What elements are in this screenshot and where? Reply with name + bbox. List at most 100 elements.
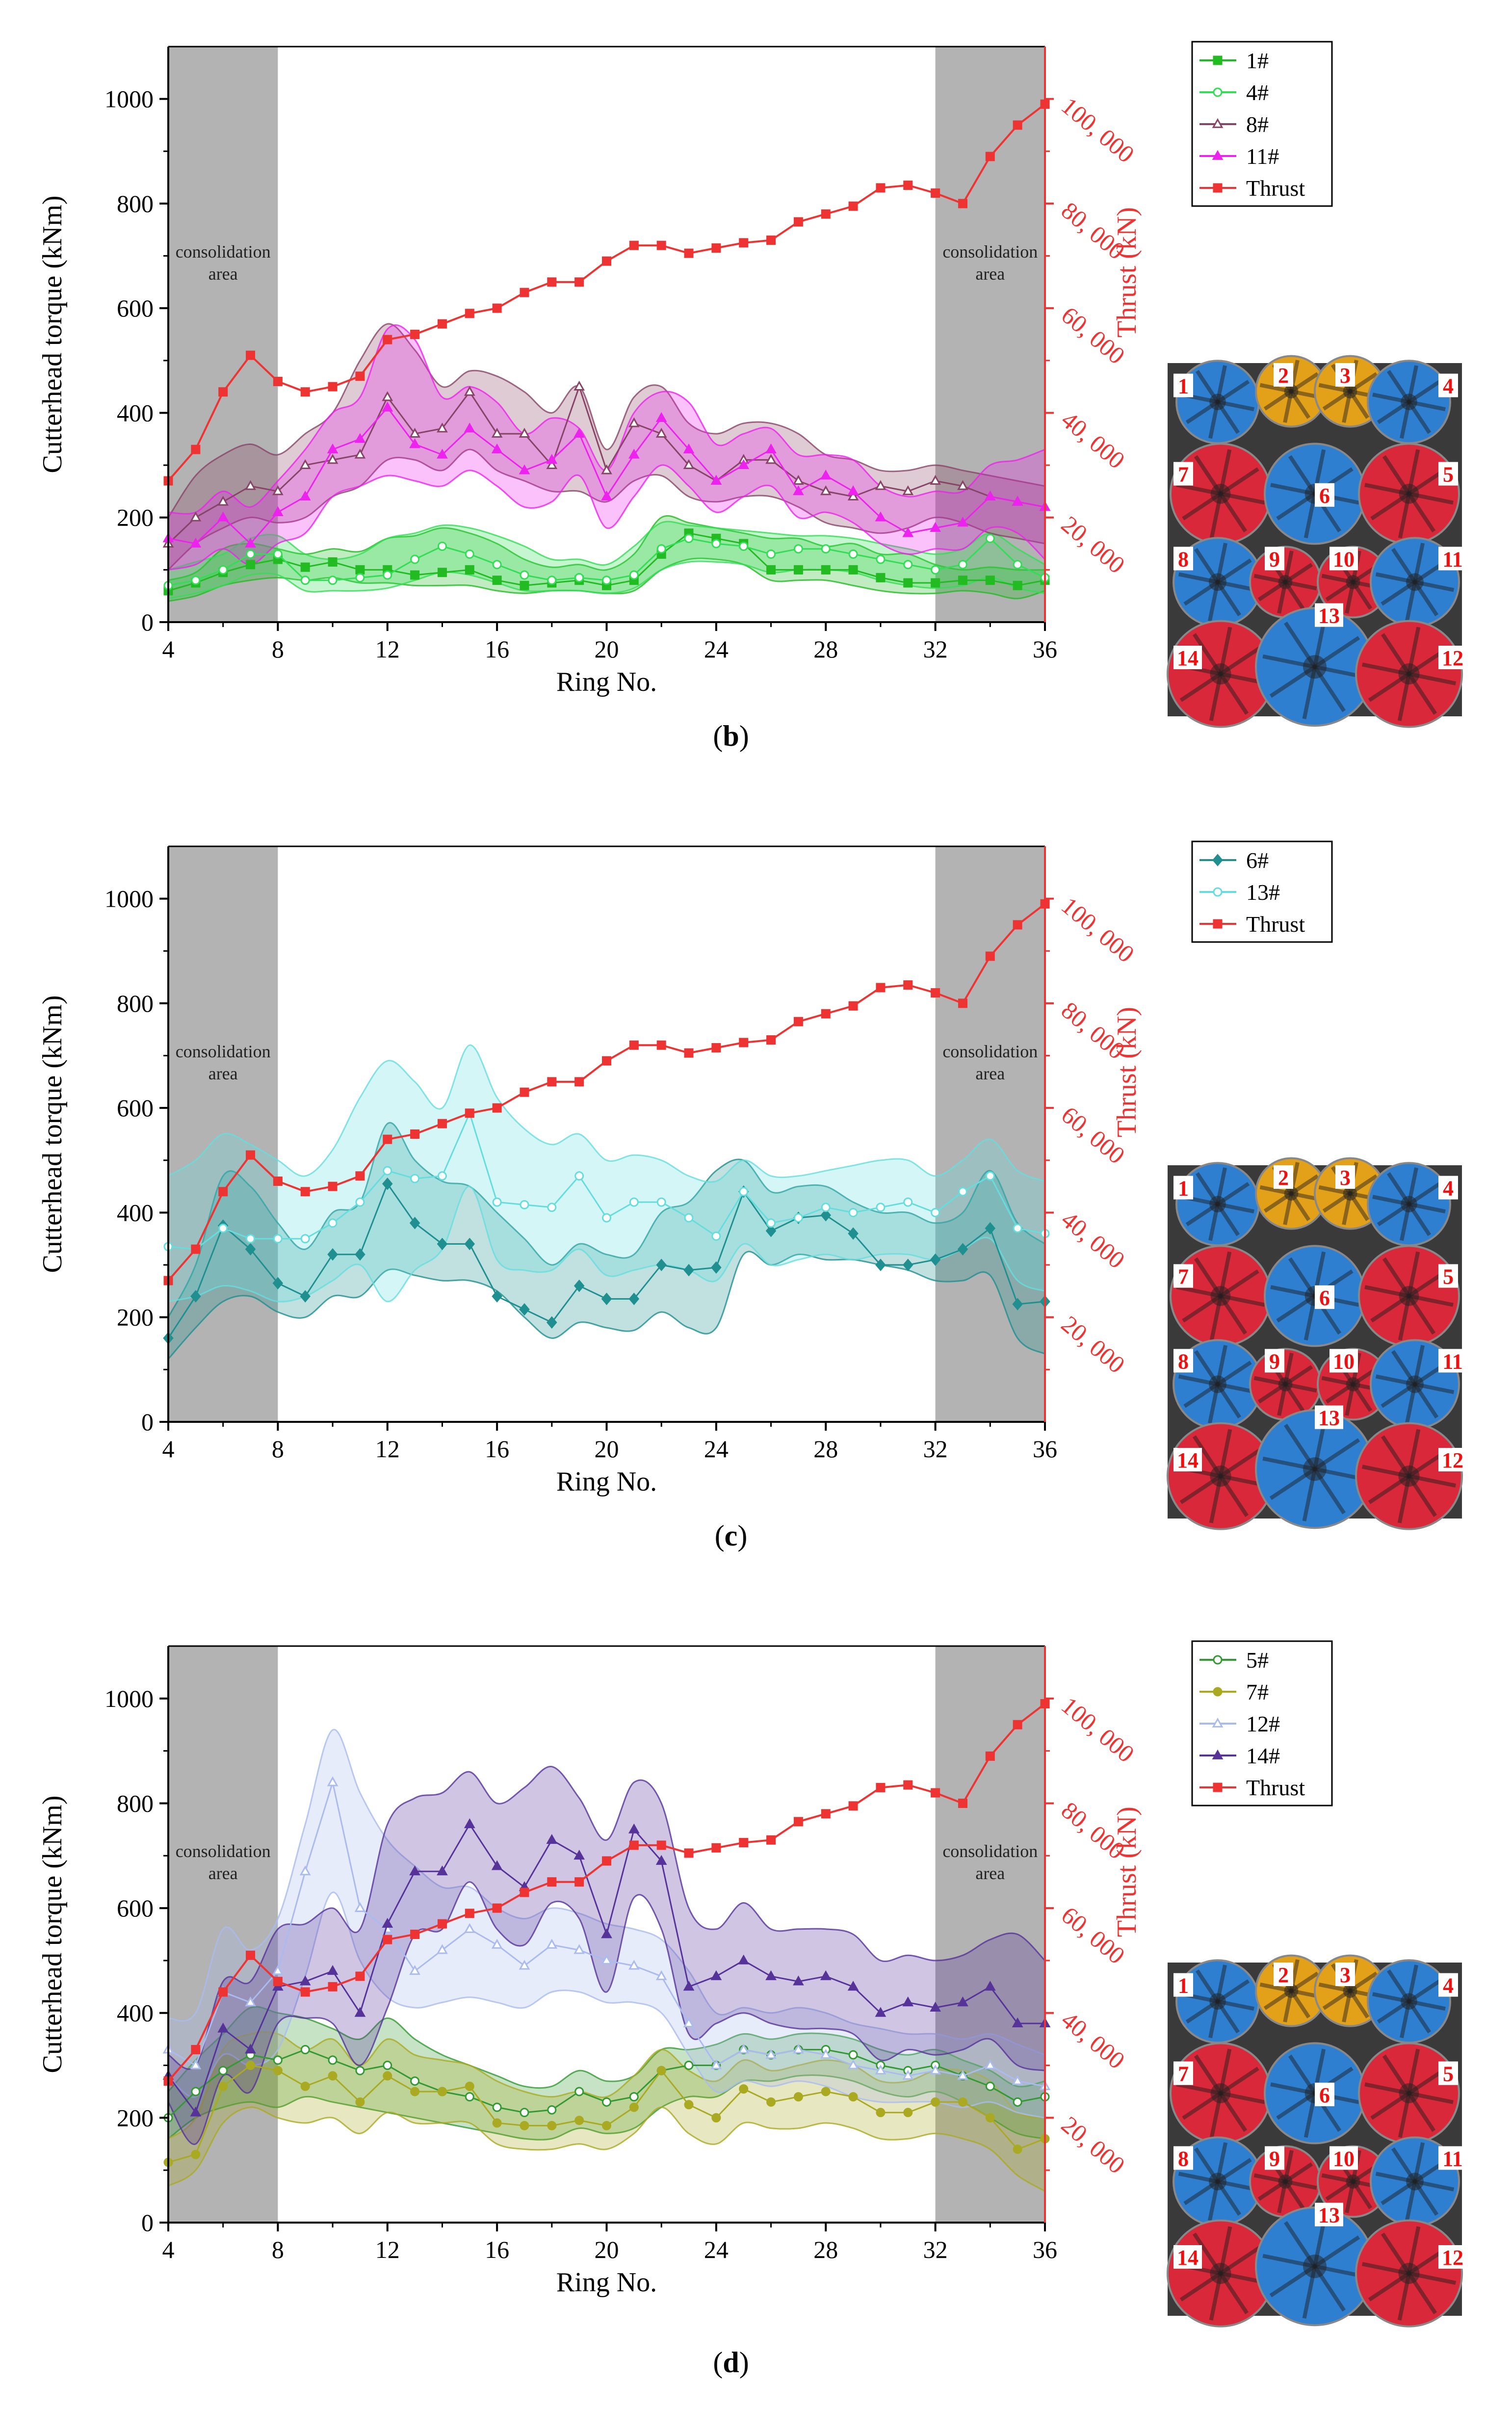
x-tick-label: 16: [485, 2236, 509, 2263]
data-point: [629, 1040, 639, 1050]
cutter-label-bg: [1315, 483, 1334, 507]
data-point: [246, 350, 256, 360]
data-point: [547, 277, 557, 287]
cutter-label: 2: [1278, 1963, 1289, 1987]
consolidation-label: area: [209, 264, 238, 284]
data-point: [875, 1258, 886, 1271]
cutter-label: 13: [1318, 604, 1340, 628]
x-tick-label: 16: [485, 1435, 509, 1463]
data-point: [355, 573, 365, 582]
data-point: [820, 485, 832, 496]
series-Thrust: [163, 1699, 1050, 2086]
data-point: [191, 2149, 201, 2159]
data-point: [574, 573, 584, 582]
data-point: [931, 188, 940, 198]
data-point: [958, 576, 967, 585]
data-point: [739, 1038, 749, 1048]
data-point: [711, 1843, 721, 1853]
data-point: [766, 549, 776, 559]
data-point: [410, 2087, 420, 2096]
x-tick-label: 36: [1033, 1435, 1057, 1463]
data-point: [273, 2066, 283, 2075]
data-point: [299, 1975, 311, 1986]
y2-axis-title: Thrust (kN): [1112, 207, 1142, 338]
legend-label: 11#: [1246, 144, 1279, 169]
y-tick-label: 400: [117, 1199, 154, 1226]
data-point: [628, 1292, 640, 1306]
y-tick-label: 400: [117, 1999, 154, 2027]
data-point: [574, 1944, 585, 1954]
data-point: [601, 464, 612, 474]
data-point: [492, 576, 502, 585]
data-point: [1013, 580, 1022, 590]
data-point: [985, 1171, 995, 1181]
data-point: [931, 578, 940, 588]
legend: 1# 4# 8# 11# Thrust: [1191, 41, 1333, 207]
data-point: [355, 1971, 365, 1981]
cutter-label-bg: [1274, 1165, 1293, 1189]
data-point: [491, 1938, 503, 1949]
data-point: [437, 568, 447, 577]
data-point: [191, 576, 201, 585]
data-point: [711, 539, 721, 549]
data-point: [738, 1954, 750, 1965]
cutter-hub: [1343, 1984, 1357, 1998]
data-point: [437, 1237, 448, 1251]
band-1: [167, 515, 1046, 602]
x-tick-label: 8: [272, 635, 284, 663]
data-point: [273, 1176, 283, 1186]
y-tick-label: 800: [117, 190, 154, 217]
cutter-hub: [1278, 1377, 1293, 1391]
y-tick-label: 400: [117, 399, 154, 426]
x-tick-label: 28: [813, 2236, 838, 2263]
cutter-label: 5: [1443, 463, 1454, 487]
data-point: [629, 2102, 639, 2112]
data-point: [327, 1965, 339, 1975]
x-tick-label: 8: [272, 1435, 284, 1463]
legend-label: Thrust: [1246, 1775, 1305, 1800]
data-point: [246, 1150, 256, 1160]
data-point: [711, 2113, 721, 2122]
data-point: [437, 2087, 447, 2096]
cutter-label-bg: [1265, 2146, 1284, 2170]
y-axis-title: Cutterhead torque (kNm): [37, 995, 68, 1273]
data-point: [437, 1944, 448, 1954]
series-11: [162, 401, 1051, 548]
data-point: [602, 1056, 611, 1066]
data-point: [821, 1203, 831, 1212]
data-point: [273, 376, 283, 386]
data-point: [299, 1865, 311, 1876]
data-point: [217, 511, 229, 522]
cutter-label-bg: [1173, 1349, 1193, 1373]
data-point: [547, 576, 557, 585]
cutter-label-bg: [1173, 2146, 1193, 2170]
data-point: [382, 1917, 393, 1928]
data-point: [328, 2071, 338, 2081]
data-point: [492, 303, 502, 313]
data-point: [930, 1253, 941, 1266]
legend: 6# 13# Thrust: [1191, 840, 1333, 943]
data-point: [738, 2043, 750, 2054]
cutter-label: 2: [1278, 364, 1289, 388]
data-point: [821, 1009, 831, 1019]
data-point: [958, 998, 967, 1008]
cutter-label: 4: [1443, 374, 1454, 398]
legend-label: Thrust: [1246, 176, 1305, 201]
data-point: [272, 1965, 284, 1975]
data-point: [410, 1129, 420, 1139]
data-point: [492, 1290, 502, 1303]
data-point: [355, 1171, 365, 1181]
cutter-label: 1: [1178, 374, 1189, 398]
data-point: [520, 1087, 529, 1097]
consolidation-label: consolidation: [176, 1042, 271, 1061]
cutter-label-bg: [1274, 363, 1293, 387]
cutter-label: 4: [1443, 1177, 1454, 1201]
data-point: [437, 319, 447, 329]
data-point: [930, 522, 941, 532]
data-point: [629, 2092, 639, 2102]
data-point: [601, 1928, 612, 1938]
data-point: [246, 1234, 256, 1244]
data-point: [711, 1261, 722, 1274]
